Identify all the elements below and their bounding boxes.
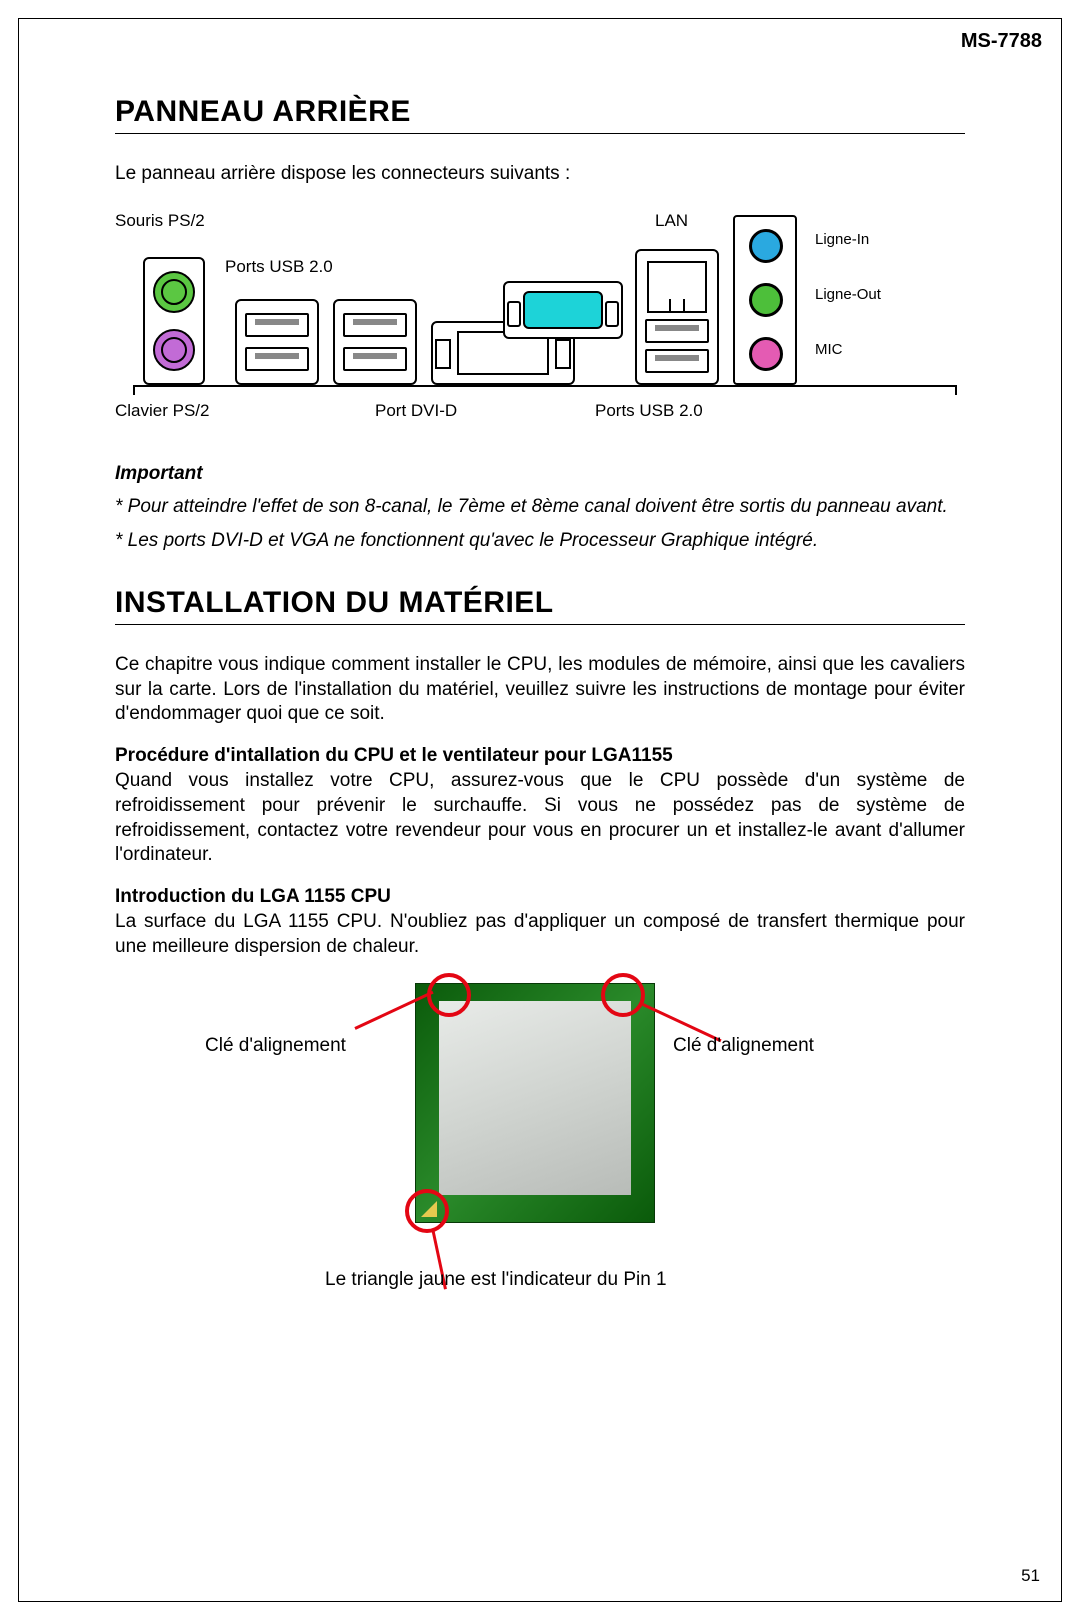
alignment-ring-left: [427, 973, 471, 1017]
cpu-pcb: [415, 983, 655, 1223]
cpu-diagram: Clé d'alignement Clé d'alignement Le tri…: [115, 973, 965, 1293]
page-content: Panneau arrière Le panneau arrière dispo…: [115, 95, 965, 1293]
subsection-intro-cpu: Introduction du LGA 1155 CPU: [115, 886, 965, 908]
install-intro-text: Ce chapitre vous indique comment install…: [115, 653, 965, 727]
line-out-jack: [749, 283, 783, 317]
label-alignment-left: Clé d'alignement: [205, 1035, 346, 1057]
label-mic: MIC: [815, 341, 843, 358]
label-alignment-right: Clé d'alignement: [673, 1035, 814, 1057]
rear-intro-text: Le panneau arrière dispose les connecteu…: [115, 162, 965, 187]
label-line-in: Ligne-In: [815, 231, 869, 248]
important-heading: Important: [115, 463, 965, 485]
label-dvi-d: Port DVI-D: [375, 401, 457, 421]
panel-shelf: [133, 385, 957, 387]
label-usb-bottom: Ports USB 2.0: [595, 401, 703, 421]
lan-usb-block: [635, 249, 719, 385]
mic-jack: [749, 337, 783, 371]
page-number: 51: [1021, 1566, 1040, 1586]
line-in-jack: [749, 229, 783, 263]
label-lan: LAN: [655, 211, 688, 231]
procedure-body: Quand vous installez votre CPU, assurez-…: [115, 769, 965, 868]
usb-block-1: [235, 299, 319, 385]
cpu-ihs: [439, 1001, 631, 1195]
ps2-keyboard-port: [153, 329, 195, 371]
subsection-procedure: Procédure d'intallation du CPU et le ven…: [115, 745, 965, 767]
header-model-code: MS-7788: [961, 30, 1042, 53]
important-item-1: * Pour atteindre l'effet de son 8-canal,…: [115, 495, 965, 520]
audio-block: [733, 215, 797, 385]
vga-block: [503, 281, 623, 339]
label-mouse-ps2: Souris PS/2: [115, 211, 205, 231]
rear-panel-diagram: Souris PS/2 Ports USB 2.0 Port VGA LAN L…: [115, 211, 965, 431]
pin1-ring: [405, 1189, 449, 1233]
label-pin1-triangle: Le triangle jaune est l'indicateur du Pi…: [325, 1269, 667, 1291]
label-keyboard-ps2: Clavier PS/2: [115, 401, 209, 421]
usb-block-2: [333, 299, 417, 385]
label-line-out: Ligne-Out: [815, 286, 881, 303]
section-title-install: Installation du matériel: [115, 586, 965, 625]
alignment-ring-right: [601, 973, 645, 1017]
ps2-block: [143, 257, 205, 385]
lan-port: [647, 261, 707, 313]
section-title-rear: Panneau arrière: [115, 95, 965, 134]
intro-cpu-body: La surface du LGA 1155 CPU. N'oubliez pa…: [115, 910, 965, 959]
important-item-2: * Les ports DVI-D et VGA ne fonctionnent…: [115, 529, 965, 554]
ps2-mouse-port: [153, 271, 195, 313]
label-usb-top: Ports USB 2.0: [225, 257, 333, 277]
